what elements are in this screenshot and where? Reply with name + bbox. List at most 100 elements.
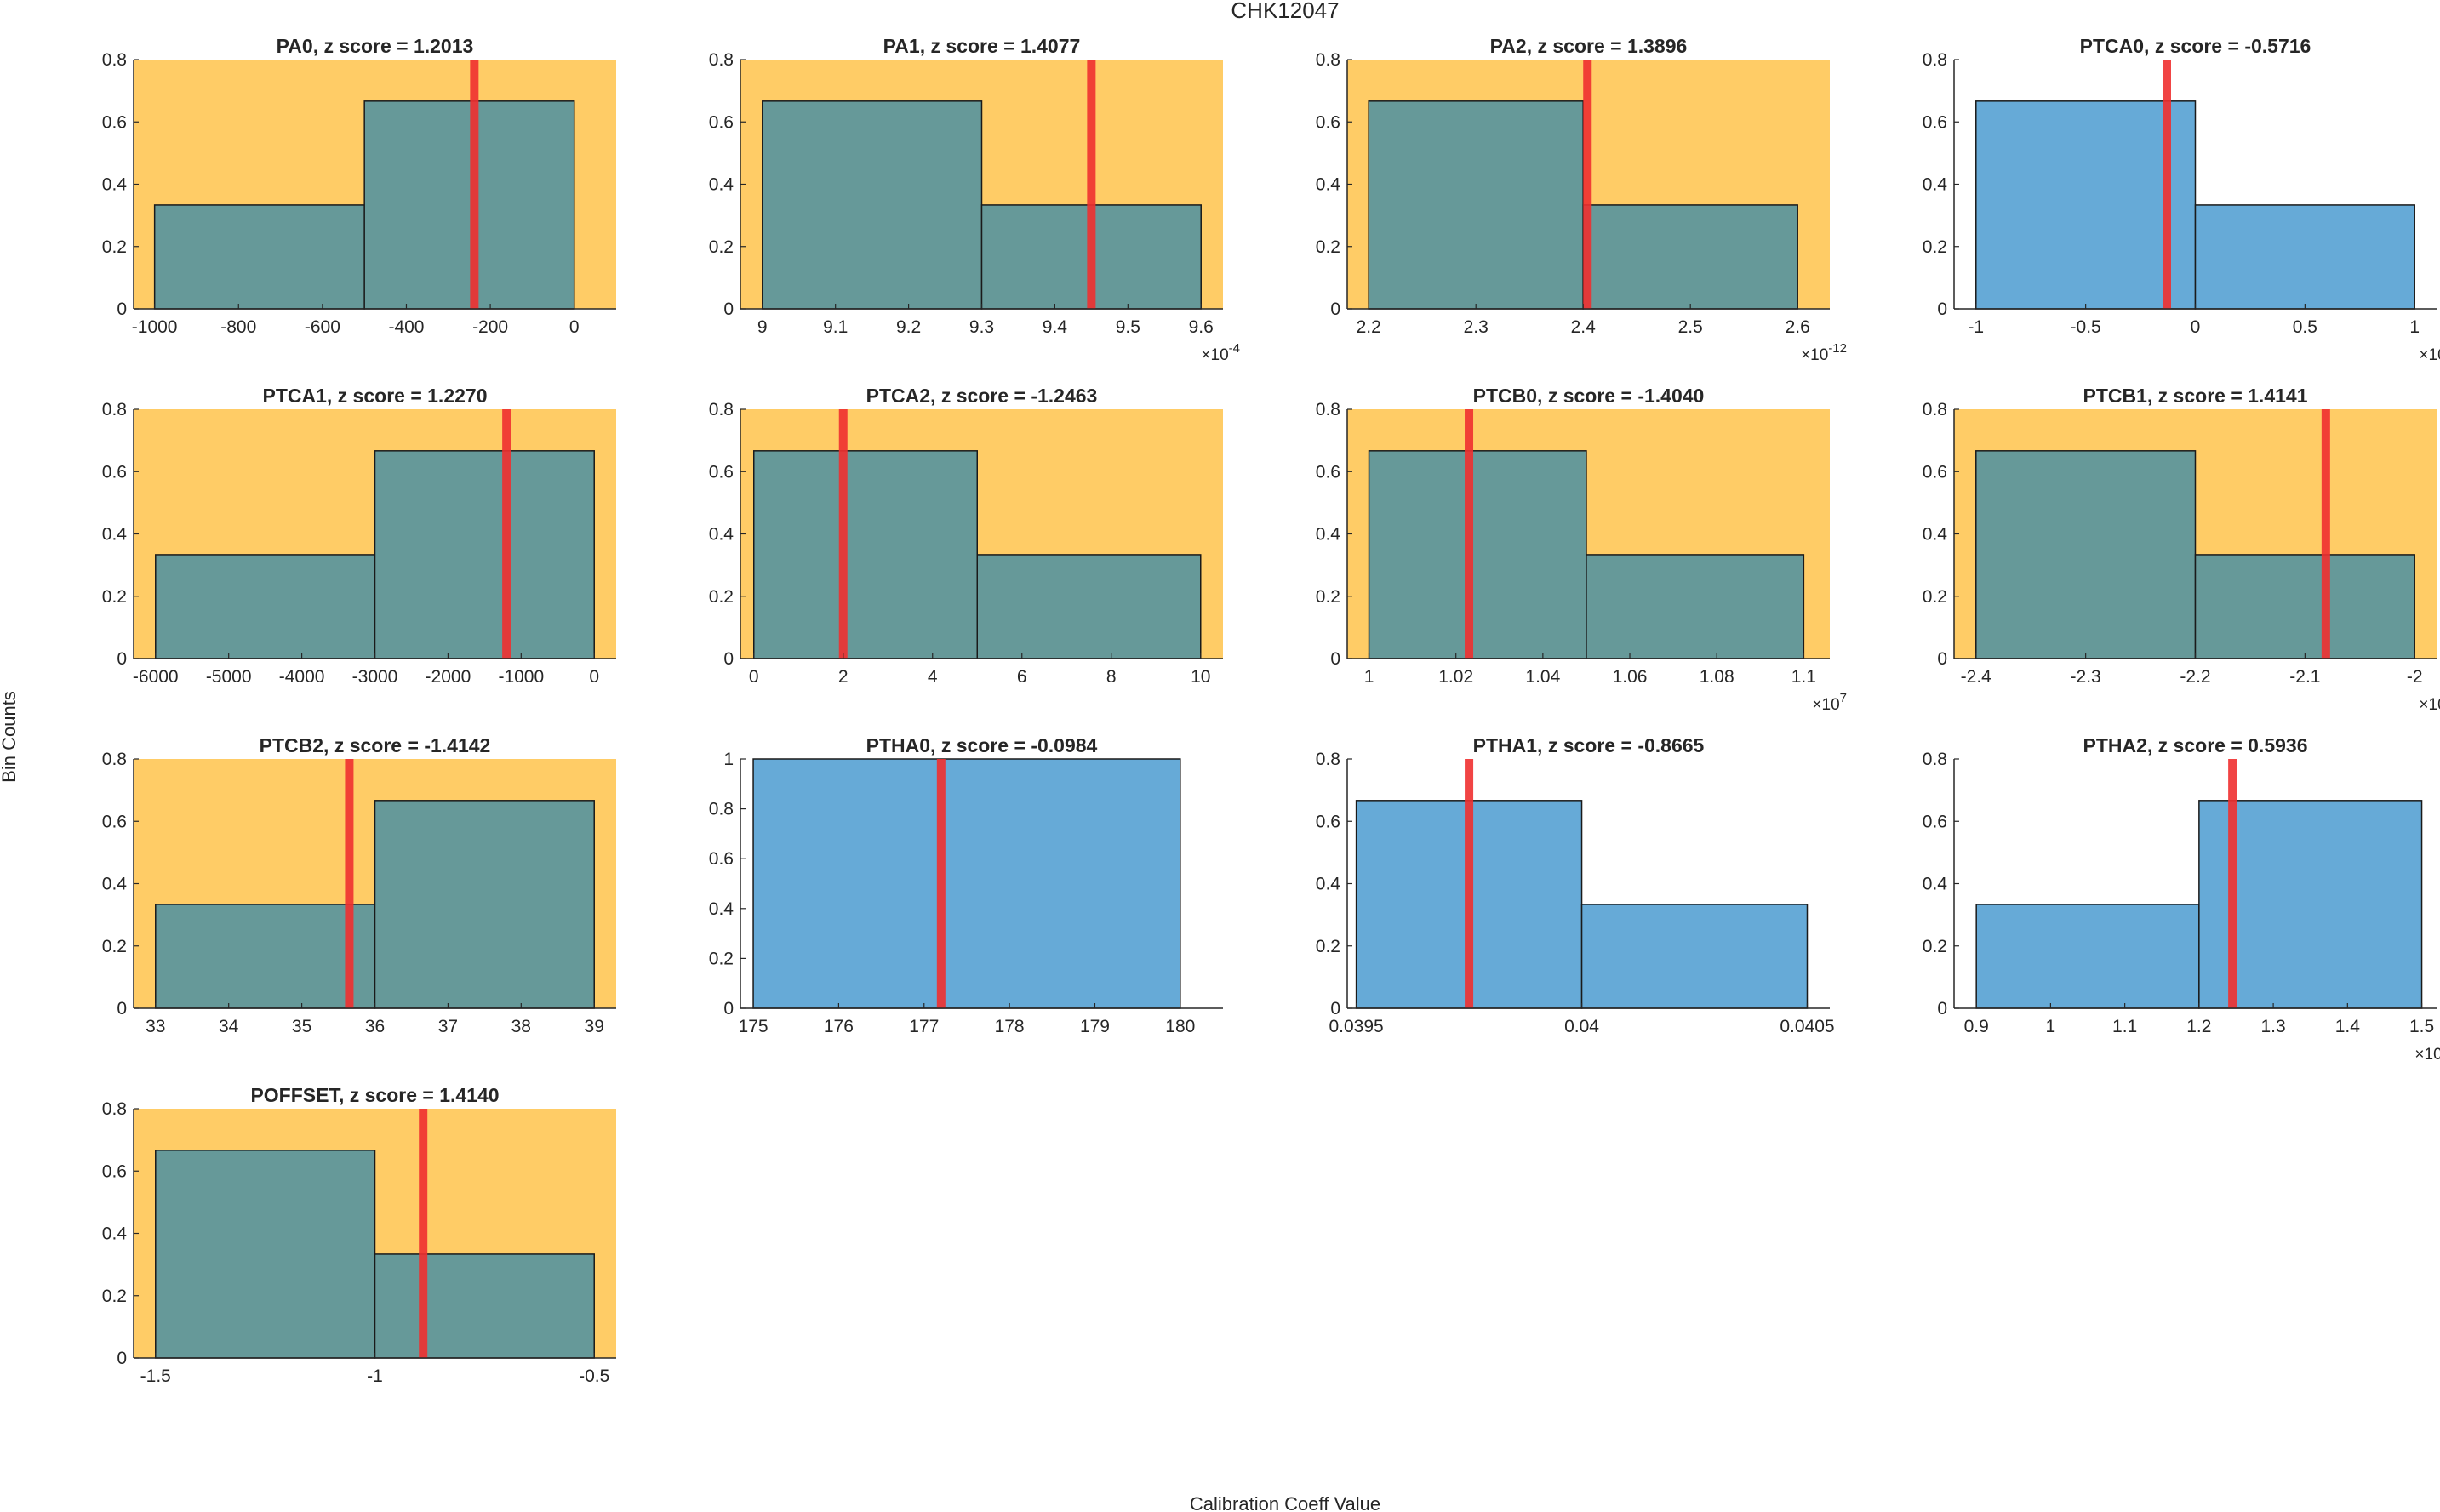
- x-tick-label: -1.5: [140, 1367, 171, 1386]
- histogram-bar: [153, 204, 365, 310]
- histogram-panel: 0 0.2 0.4 0.6 0.8 0.9 1 1.1 1.2 1.3 1.4 1.5 ×10-6 PTH…: [1923, 734, 2440, 1064]
- y-tick-label: 0.4: [709, 525, 734, 545]
- y-tick-label: 0: [1330, 999, 1340, 1018]
- x-tick-label: 37: [438, 1017, 458, 1036]
- histogram-bar: [762, 100, 983, 310]
- histogram-bar: [1580, 904, 1809, 1009]
- y-tick-label: 0.6: [709, 462, 734, 482]
- y-tick-label: 0.4: [1923, 525, 1948, 545]
- x-tick-label: 9: [757, 317, 768, 337]
- y-tick-label: 0: [1937, 999, 1947, 1018]
- x-tick-label: 1.04: [1525, 667, 1560, 687]
- histogram-panel: 0 0.2 0.4 0.6 0.8 2.2 2.3 2.4 2.5 2.6 ×10-12 PA2, z…: [1316, 35, 1847, 364]
- x-tick-label: 2: [838, 667, 849, 687]
- y-tick-label: 0.6: [709, 849, 734, 869]
- x-tick-label: -1000: [498, 667, 544, 687]
- x-tick-label: -400: [388, 317, 424, 337]
- y-tick-label: 0.2: [1923, 587, 1947, 607]
- panel-title: PTCA2, z score = -1.2463: [866, 385, 1098, 407]
- histogram-panel: 0 0.2 0.4 0.6 0.8 -1000 -800 -600 -400 -200 0 PA0, …: [102, 35, 616, 337]
- x-tick-label: 0.5: [2293, 317, 2317, 337]
- x-tick-label: 35: [292, 1017, 311, 1036]
- x-tick-label: 4: [928, 667, 938, 687]
- y-tick-label: 0.4: [1923, 875, 1948, 894]
- x-tick-label: 1: [2046, 1017, 2056, 1036]
- panel-title: PTCB2, z score = -1.4142: [260, 734, 491, 756]
- histogram-panel: 0 0.2 0.4 0.6 0.8 1 175 176 177 178 179 180 PTHA0, z…: [709, 734, 1223, 1036]
- x-tick-label: -4000: [279, 667, 325, 687]
- figure-xlabel: Calibration Coeff Value: [1190, 1493, 1380, 1512]
- x-tick-label: 2.5: [1678, 317, 1703, 337]
- x-tick-label: -2000: [426, 667, 471, 687]
- y-tick-label: 0.2: [102, 1287, 127, 1306]
- x-tick-label: 10: [1191, 667, 1210, 687]
- histogram-bar: [1368, 450, 1587, 659]
- x-tick-label: 6: [1017, 667, 1027, 687]
- y-tick-label: 0: [723, 649, 734, 669]
- x-tick-label: 1.3: [2260, 1017, 2285, 1036]
- x-tick-label: 0.0395: [1329, 1017, 1383, 1036]
- histogram-bar: [374, 1253, 595, 1359]
- y-tick-label: 0.4: [102, 1224, 128, 1244]
- y-tick-label: 0.4: [709, 899, 734, 919]
- x-tick-label: 1.2: [2186, 1017, 2211, 1036]
- y-tick-label: 0.6: [102, 462, 127, 482]
- y-tick-label: 0.2: [1923, 237, 1947, 257]
- y-tick-label: 0.4: [709, 175, 734, 195]
- axis-exponent-label: ×10-6: [2414, 1041, 2440, 1064]
- y-tick-label: 0.2: [709, 237, 734, 257]
- x-tick-label: 1.5: [2409, 1017, 2434, 1036]
- x-tick-label: 1.1: [2112, 1017, 2137, 1036]
- y-tick-label: 0.4: [1316, 875, 1341, 894]
- x-tick-label: 178: [995, 1017, 1025, 1036]
- y-tick-label: 0.4: [102, 875, 128, 894]
- x-tick-label: 36: [365, 1017, 385, 1036]
- panel-title: PA0, z score = 1.2013: [277, 35, 474, 57]
- histogram-bar: [155, 554, 376, 659]
- histogram-bar: [155, 904, 376, 1009]
- panel-title: PTHA0, z score = -0.0984: [866, 734, 1098, 756]
- x-tick-label: 39: [585, 1017, 604, 1036]
- x-tick-label: -2.1: [2289, 667, 2320, 687]
- x-tick-label: -1: [367, 1367, 383, 1386]
- y-tick-label: 0.6: [1923, 462, 1947, 482]
- x-tick-label: 0.0405: [1780, 1017, 1834, 1036]
- y-tick-label: 0: [1937, 300, 1947, 319]
- x-tick-label: 1.1: [1791, 667, 1816, 687]
- axis-exponent-label: ×105: [2419, 341, 2440, 364]
- y-tick-label: 0.2: [1316, 237, 1340, 257]
- x-tick-label: -3000: [352, 667, 398, 687]
- y-tick-label: 0.6: [102, 1161, 127, 1181]
- y-tick-label: 0: [117, 999, 127, 1018]
- histogram-bar: [1975, 450, 2197, 659]
- figure-title: CHK12047: [1231, 0, 1339, 23]
- x-tick-label: 180: [1165, 1017, 1195, 1036]
- y-tick-label: 0.4: [1923, 175, 1948, 195]
- histogram-bar: [374, 800, 595, 1009]
- x-tick-label: 1: [2409, 317, 2420, 337]
- y-tick-label: 0.6: [1316, 812, 1340, 831]
- x-tick-label: -600: [305, 317, 340, 337]
- x-tick-label: 9.4: [1043, 317, 1068, 337]
- x-tick-label: 0.9: [1964, 1017, 1989, 1036]
- y-tick-label: 0.4: [1316, 525, 1341, 545]
- y-tick-label: 0.6: [1316, 112, 1340, 132]
- y-tick-label: 0.8: [1923, 50, 1947, 70]
- y-tick-label: 0: [1937, 649, 1947, 669]
- histogram-bar: [1975, 904, 2200, 1009]
- y-tick-label: 0.2: [102, 237, 127, 257]
- y-tick-label: 0.8: [1316, 400, 1340, 419]
- axis-exponent-label: ×10-4: [1201, 341, 1240, 364]
- y-tick-label: 0.8: [1316, 750, 1340, 769]
- y-tick-label: 0.6: [1316, 462, 1340, 482]
- x-tick-label: 0.04: [1564, 1017, 1599, 1036]
- y-tick-label: 0.8: [102, 750, 127, 769]
- histogram-panel: 0 0.2 0.4 0.6 0.8 0 2 4 6 8 10 PTCA2, z score = -1.…: [709, 385, 1223, 687]
- x-tick-label: 9.6: [1189, 317, 1214, 337]
- x-tick-label: 0: [589, 667, 599, 687]
- y-tick-label: 0.8: [1923, 400, 1947, 419]
- x-tick-label: 33: [146, 1017, 165, 1036]
- x-tick-label: 2.2: [1357, 317, 1381, 337]
- y-tick-label: 0.2: [102, 937, 127, 956]
- x-tick-label: 1: [1364, 667, 1374, 687]
